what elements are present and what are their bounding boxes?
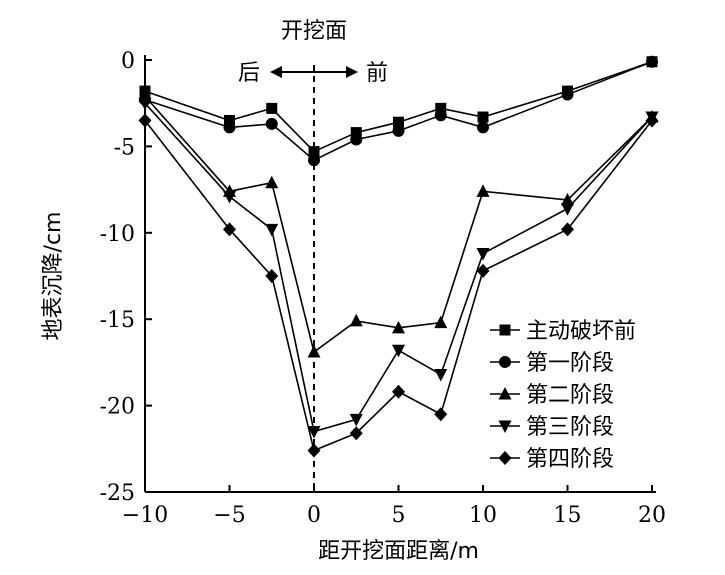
legend-label: 第三阶段 (526, 415, 614, 440)
data-point (223, 121, 236, 134)
legend-item-5: 第四阶段 (490, 447, 614, 472)
arrow-head-right (346, 66, 358, 78)
series-line (144, 95, 653, 354)
data-point (434, 368, 448, 382)
direction-arrow (270, 66, 358, 78)
series-line (144, 119, 653, 452)
legend-marker (498, 420, 512, 433)
legend-label: 第一阶段 (526, 351, 614, 376)
data-point (224, 114, 235, 126)
series-line (144, 60, 653, 153)
y-tick-label: 0 (121, 49, 135, 74)
legend-item-3: 第二阶段 (490, 383, 614, 408)
x-tick-label: −10 (122, 503, 168, 528)
legend-item-1: 主动破坏前 (490, 319, 636, 344)
x-axis-title: 距开挖面距离/m (318, 539, 479, 564)
data-point (645, 113, 659, 128)
data-point (392, 320, 405, 334)
x-tick-label: 15 (554, 503, 582, 528)
data-point (561, 222, 574, 237)
annotations: 开挖面 后 前 (238, 19, 388, 492)
legend-label: 第四阶段 (526, 447, 614, 472)
axes: −10 −5 0 5 10 15 20 0 -5 -10 -15 -20 -25 (100, 49, 666, 528)
legend-marker (499, 324, 511, 336)
data-point (265, 269, 279, 283)
data-point (308, 154, 320, 167)
legend-item-4: 第三阶段 (490, 415, 614, 440)
data-point (393, 116, 404, 128)
legend-marker (499, 356, 511, 368)
series-1 (139, 56, 658, 158)
data-point (308, 146, 320, 158)
excavation-face-label: 开挖面 (281, 19, 347, 44)
x-tick-label: −5 (213, 503, 245, 528)
x-tick-label: 20 (638, 503, 666, 528)
legend-marker (498, 387, 512, 400)
y-tick-label: -20 (100, 395, 135, 420)
data-point (476, 184, 490, 197)
data-point (646, 55, 658, 68)
ahead-label: 前 (366, 61, 388, 86)
y-tick-label: -10 (100, 222, 135, 247)
series-line (144, 60, 653, 162)
data-point (434, 109, 447, 122)
data-point (265, 117, 278, 130)
data-point (392, 384, 405, 399)
x-tick-label: 10 (469, 503, 497, 528)
data-point (266, 102, 278, 114)
data-point (477, 121, 489, 134)
x-tick-label: 5 (392, 503, 406, 528)
legend-label: 主动破坏前 (526, 319, 636, 344)
series-5 (138, 113, 659, 458)
data-point (223, 191, 236, 204)
data-point (477, 111, 489, 123)
legend-item-2: 第一阶段 (490, 351, 614, 376)
series-marks (138, 55, 659, 458)
series-line (144, 102, 653, 433)
data-point (561, 192, 574, 206)
series-2 (139, 55, 658, 167)
series-4 (138, 97, 659, 439)
data-point (349, 426, 363, 441)
data-point (476, 263, 490, 278)
data-point (350, 133, 363, 146)
y-tick-label: -15 (100, 308, 135, 333)
data-point (561, 203, 574, 216)
legend-marker (498, 451, 512, 465)
data-point (349, 313, 363, 327)
data-point (350, 127, 362, 139)
data-point (434, 407, 448, 422)
data-point (392, 124, 405, 137)
x-tick-label: 0 (307, 503, 321, 528)
y-axis-title: 地表沉降/cm (41, 212, 66, 341)
behind-label: 后 (238, 61, 260, 86)
data-point (392, 344, 405, 358)
data-point (435, 102, 447, 114)
arrow-head-left (270, 66, 282, 78)
data-point (434, 315, 448, 329)
y-tick-label: -5 (114, 135, 135, 160)
data-point (265, 175, 279, 189)
y-tick-label: -25 (100, 481, 135, 506)
data-point (265, 223, 279, 237)
data-point (476, 248, 490, 261)
data-point (223, 222, 236, 237)
data-point (349, 413, 363, 427)
data-point (561, 88, 574, 101)
legend-label: 第二阶段 (526, 383, 614, 408)
